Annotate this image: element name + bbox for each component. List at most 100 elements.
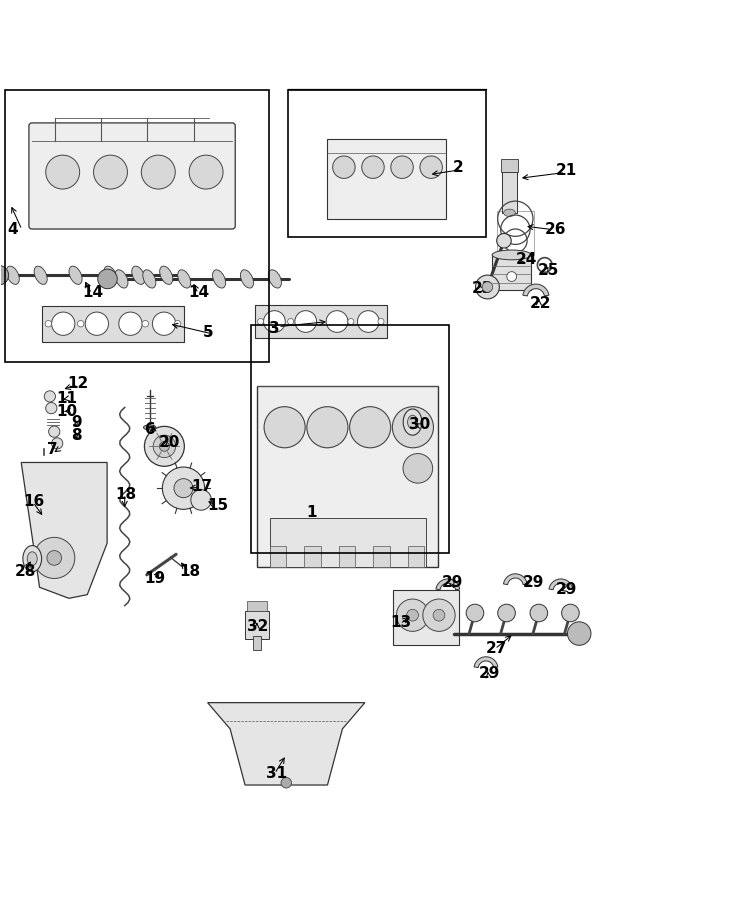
Circle shape [348,319,354,325]
Bar [339,546,355,567]
Polygon shape [474,657,498,668]
Text: 12: 12 [68,376,88,392]
Bar [270,546,286,567]
Bar [247,600,268,611]
Circle shape [397,599,429,632]
Ellipse shape [115,270,128,288]
Bar [287,90,486,237]
Circle shape [497,604,515,622]
Circle shape [423,599,455,632]
Text: 23: 23 [471,281,492,296]
Circle shape [49,426,60,437]
Text: 19: 19 [144,571,166,586]
Polygon shape [503,574,527,585]
Circle shape [287,319,293,325]
Text: 9: 9 [71,415,82,429]
Ellipse shape [104,266,117,284]
Polygon shape [21,463,107,598]
Circle shape [403,454,433,483]
Text: 10: 10 [57,403,77,418]
Bar [374,546,390,567]
Text: 28: 28 [15,563,36,579]
Ellipse shape [268,270,282,288]
Circle shape [46,402,57,414]
Circle shape [433,609,445,621]
Text: 29: 29 [442,575,464,590]
Text: 20: 20 [159,436,181,450]
Text: 30: 30 [409,417,430,432]
Text: 18: 18 [115,487,136,501]
Bar [393,590,459,644]
Ellipse shape [408,415,418,429]
Circle shape [142,155,175,189]
Text: 8: 8 [71,428,82,443]
Circle shape [94,155,128,189]
Circle shape [47,551,62,565]
Bar [245,611,269,639]
Circle shape [475,275,500,299]
Bar [251,325,450,553]
Text: 29: 29 [478,666,500,681]
Ellipse shape [23,545,41,572]
Circle shape [85,312,108,336]
Circle shape [326,310,348,332]
Ellipse shape [240,270,254,288]
Circle shape [34,537,75,579]
Circle shape [507,272,517,282]
Circle shape [362,156,384,178]
Text: 14: 14 [82,284,103,300]
Ellipse shape [27,552,38,565]
Ellipse shape [178,270,191,288]
Circle shape [567,622,591,645]
Bar [257,386,439,567]
Text: 17: 17 [191,479,212,494]
Bar [497,212,534,256]
Circle shape [530,604,548,622]
Circle shape [391,156,413,178]
Circle shape [162,467,205,509]
Text: 26: 26 [545,222,566,238]
Ellipse shape [6,266,19,284]
Circle shape [332,156,355,178]
Polygon shape [523,284,549,296]
Polygon shape [549,579,573,590]
Text: 4: 4 [7,222,18,238]
Text: 22: 22 [530,296,551,310]
Text: 27: 27 [486,641,507,656]
Circle shape [264,407,305,448]
Ellipse shape [34,266,47,284]
Circle shape [349,407,391,448]
Circle shape [407,609,419,621]
Bar [408,546,425,567]
Text: 7: 7 [47,443,57,457]
Bar [304,546,321,567]
Circle shape [357,310,379,332]
Ellipse shape [503,209,515,217]
Text: 21: 21 [556,164,577,178]
Bar [500,159,518,173]
Ellipse shape [492,250,531,260]
Circle shape [153,435,175,457]
Circle shape [466,604,483,622]
Circle shape [52,312,75,336]
Text: 13: 13 [391,615,412,630]
Circle shape [264,310,285,332]
Bar [254,305,387,338]
Circle shape [52,437,63,449]
Ellipse shape [132,266,145,284]
Text: 25: 25 [537,263,559,277]
Circle shape [159,441,170,451]
Text: 15: 15 [207,498,228,513]
Text: 5: 5 [203,325,214,340]
Text: 31: 31 [266,766,287,780]
Circle shape [420,156,442,178]
Text: 1: 1 [306,505,317,520]
Circle shape [189,155,223,189]
Ellipse shape [160,266,172,284]
Circle shape [44,391,55,402]
Circle shape [307,407,348,448]
Circle shape [98,269,117,289]
Text: 32: 32 [248,618,269,634]
Bar [492,254,531,291]
Circle shape [119,312,142,336]
